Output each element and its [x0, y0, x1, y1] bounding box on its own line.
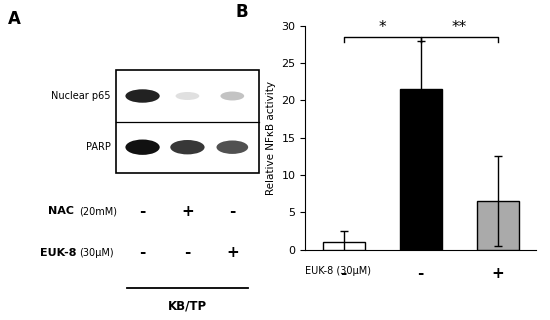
Text: -: - [417, 266, 424, 281]
Ellipse shape [125, 89, 160, 103]
Bar [399, 89, 442, 250]
Text: +: + [181, 204, 194, 219]
Text: **: ** [452, 20, 467, 35]
Text: (30μM): (30μM) [79, 248, 114, 258]
Y-axis label: Relative NFκB activity: Relative NFκB activity [266, 81, 276, 195]
Bar [476, 201, 519, 250]
Text: NAC: NAC [47, 206, 74, 216]
Text: -: - [340, 266, 347, 281]
Text: EUK-8: EUK-8 [40, 248, 76, 258]
Text: -: - [229, 204, 235, 219]
Text: +: + [226, 245, 239, 260]
Ellipse shape [170, 140, 205, 154]
Ellipse shape [175, 92, 199, 100]
Text: EUK-8 (30μM): EUK-8 (30μM) [305, 266, 371, 276]
Bar [116, 70, 258, 173]
Text: -: - [139, 204, 146, 219]
Ellipse shape [221, 92, 244, 100]
Text: B: B [236, 3, 249, 21]
Bar [322, 242, 365, 250]
Text: -: - [184, 245, 191, 260]
Text: *: * [378, 20, 386, 35]
Text: (20mM): (20mM) [79, 206, 117, 216]
Ellipse shape [125, 140, 160, 155]
Text: KB/TP: KB/TP [168, 299, 207, 312]
Text: Nuclear p65: Nuclear p65 [51, 91, 111, 101]
Ellipse shape [217, 140, 248, 154]
Text: PARP: PARP [86, 142, 111, 152]
Text: A: A [8, 10, 21, 28]
Text: -: - [139, 245, 146, 260]
Text: +: + [491, 266, 504, 281]
